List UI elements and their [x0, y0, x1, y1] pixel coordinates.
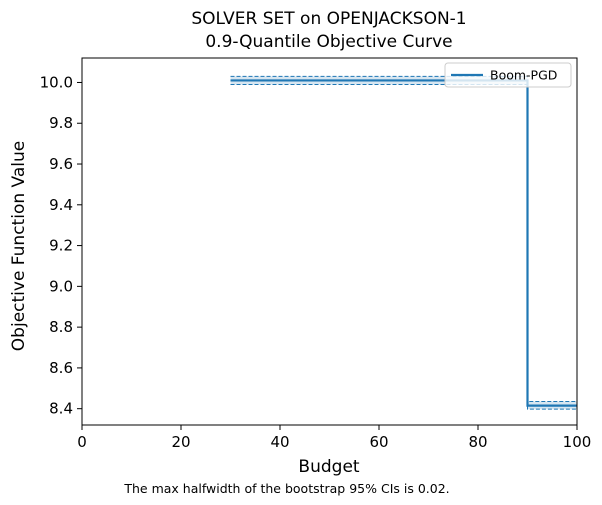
- chart-title: SOLVER SET on OPENJACKSON-1: [191, 9, 466, 29]
- legend: Boom-PGD: [444, 62, 572, 88]
- x-axis: 0 20 40 60 80 100: [77, 425, 591, 451]
- y-tick-label: 9.6: [49, 155, 73, 173]
- y-tick-label: 9.0: [49, 277, 73, 295]
- y-tick-label: 9.4: [49, 196, 73, 214]
- series-ci-band: [230, 76, 577, 410]
- chart-subtitle: 0.9-Quantile Objective Curve: [205, 32, 452, 52]
- legend-label: Boom-PGD: [490, 68, 557, 83]
- ci-footnote: The max halfwidth of the bootstrap 95% C…: [123, 481, 449, 496]
- y-tick-label: 9.8: [49, 114, 73, 132]
- series-ci-upper-line: [230, 75, 577, 403]
- x-tick-label: 60: [369, 433, 388, 451]
- x-tick-label: 20: [171, 433, 190, 451]
- x-tick-label: 100: [563, 433, 592, 451]
- x-tick-label: 40: [270, 433, 289, 451]
- series-ci-lower-line: [230, 84, 577, 410]
- series-line: [230, 79, 577, 407]
- y-tick-label: 8.4: [49, 400, 73, 418]
- x-tick-label: 80: [468, 433, 487, 451]
- y-tick-label: 9.2: [49, 237, 73, 255]
- y-tick-label: 10.0: [40, 73, 73, 91]
- plot-frame: [81, 57, 578, 426]
- y-axis: 8.4 8.6 8.8 9.0 9.2 9.4 9.6 9.8 10.0: [40, 73, 82, 418]
- plot-area: [81, 57, 578, 426]
- x-tick-label: 0: [77, 433, 87, 451]
- y-tick-label: 8.8: [49, 318, 73, 336]
- x-axis-label: Budget: [298, 457, 359, 477]
- y-tick-label: 8.6: [49, 359, 73, 377]
- legend-box: [444, 62, 572, 88]
- y-axis-label: Objective Function Value: [9, 141, 29, 351]
